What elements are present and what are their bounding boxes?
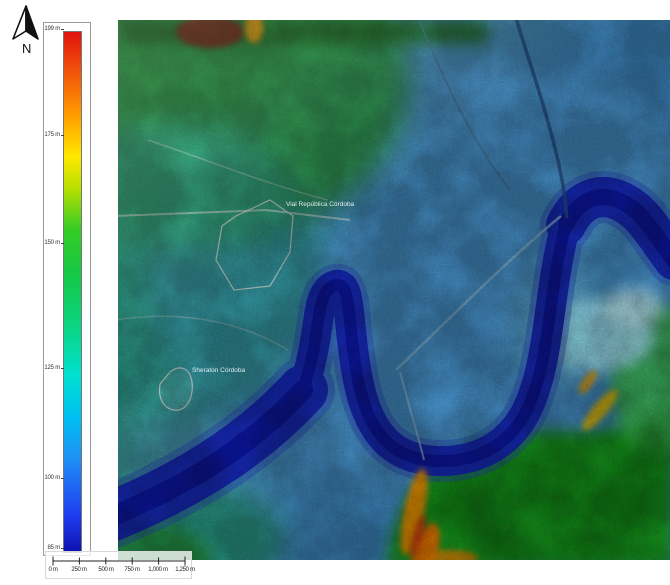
- legend-tick-100: 100 m: [44, 475, 64, 481]
- elevation-gradient-bar: [63, 31, 82, 553]
- scale-label-250: 250 m: [71, 567, 87, 573]
- scale-label-1250: 1,250 m: [175, 567, 195, 573]
- scale-label-500: 500 m: [98, 567, 114, 573]
- legend-tick-150: 150 m: [44, 240, 64, 246]
- north-arrow-icon: [12, 5, 39, 40]
- elevation-legend: 199 m 175 m 150 m 125 m 100 m 85 m: [43, 22, 91, 556]
- scale-label-1000: 1,000 m: [148, 567, 168, 573]
- scale-label-750: 750 m: [124, 567, 140, 573]
- scale-bar-ticks: [52, 556, 186, 566]
- legend-tick-85: 85 m: [44, 545, 64, 552]
- scale-bar: 0 m 250 m 500 m 750 m 1,000 m 1,250 m: [45, 551, 195, 579]
- north-arrow: N: [5, 3, 43, 55]
- map-label-sheraton: Sheraton Córdoba: [192, 367, 246, 374]
- north-label: N: [22, 41, 31, 55]
- sun-sheen: [118, 20, 670, 560]
- legend-tick-199: 199 m: [44, 26, 64, 32]
- dem-map: Vial República Córdoba Sheraton Córdoba: [118, 20, 670, 560]
- map-label-republica: Vial República Córdoba: [286, 201, 355, 208]
- scale-label-0: 0 m: [48, 567, 58, 573]
- legend-tick-175: 175 m: [44, 132, 64, 138]
- legend-tick-125: 125 m: [44, 365, 64, 371]
